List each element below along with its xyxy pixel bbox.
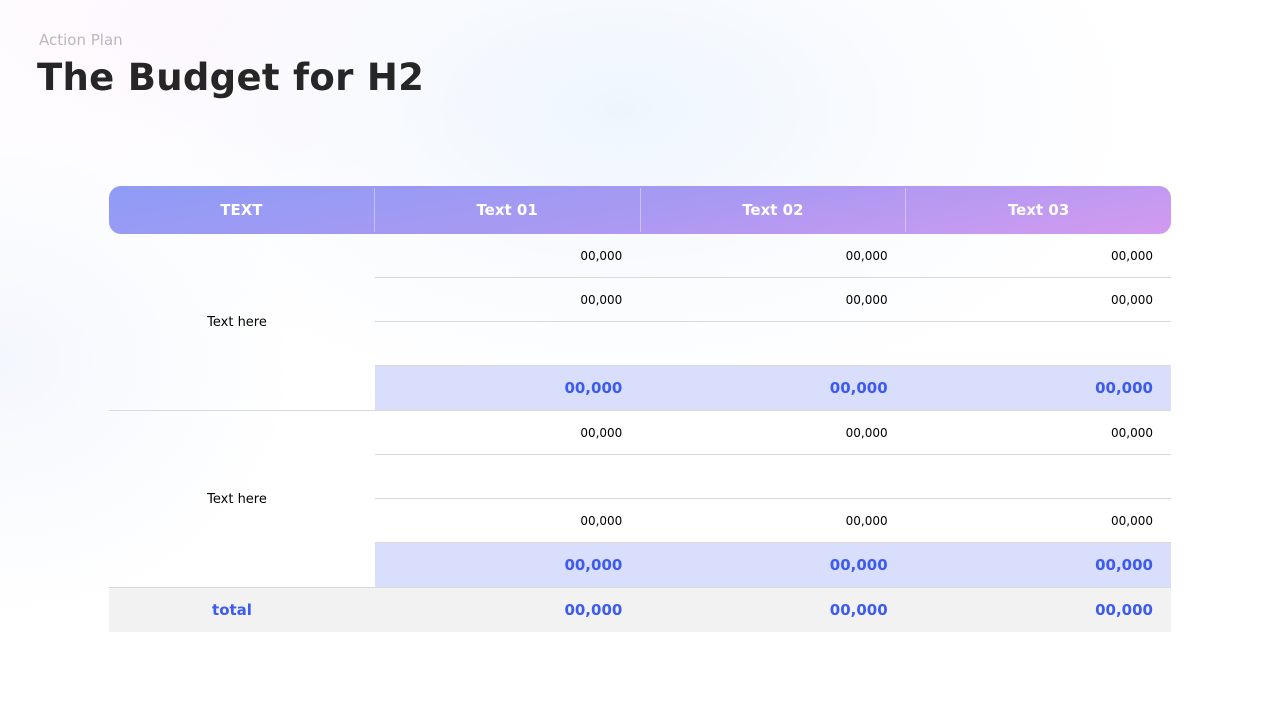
- subtotal-cell: 00,000: [829, 556, 888, 574]
- subtotal-row: 00,000 00,000 00,000: [375, 543, 1171, 587]
- table-cell: 00,000: [845, 513, 888, 528]
- table-row: [375, 455, 1171, 499]
- table-body: Text here 00,000 00,000 00,000 00,000 00,000 0…: [109, 234, 1171, 588]
- table-cell: [640, 322, 905, 365]
- subtotal-cell: 00,000: [564, 379, 623, 397]
- column-header: Text 01: [373, 188, 640, 232]
- column-header: Text 03: [905, 188, 1171, 232]
- table-row: 00,000 00,000 00,000: [375, 278, 1171, 322]
- row-group: Text here 00,000 00,000 00,000 00,000 00,000 0…: [109, 234, 1171, 411]
- table-row: 00,000 00,000 00,000: [375, 499, 1171, 543]
- slide-subtitle: Action Plan: [39, 31, 123, 49]
- table-cell: [906, 455, 1171, 498]
- table-cell: 00,000: [580, 292, 623, 307]
- table-cell: 00,000: [580, 513, 623, 528]
- table-cell: 00,000: [580, 425, 623, 440]
- group-rows: 00,000 00,000 00,000 00,000 00,000 00,000 00,0…: [375, 411, 1171, 587]
- table-cell: 00,000: [1110, 513, 1153, 528]
- subtotal-row: 00,000 00,000 00,000: [375, 366, 1171, 410]
- table-cell: [375, 322, 640, 365]
- total-label: total: [212, 601, 252, 619]
- group-rows: 00,000 00,000 00,000 00,000 00,000 00,000 00,0…: [375, 234, 1171, 410]
- slide-title: The Budget for H2: [37, 56, 425, 99]
- table-cell: 00,000: [1110, 292, 1153, 307]
- subtotal-cell: 00,000: [1095, 379, 1153, 397]
- table-row: 00,000 00,000 00,000: [375, 411, 1171, 455]
- table-cell: 00,000: [580, 248, 623, 263]
- budget-table: TEXT Text 01 Text 02 Text 03 Text here 00…: [109, 186, 1171, 632]
- total-cell: 00,000: [829, 601, 888, 619]
- row-group: Text here 00,000 00,000 00,000 00,000 00,000 0…: [109, 411, 1171, 588]
- table-header: TEXT Text 01 Text 02 Text 03: [109, 186, 1171, 234]
- table-cell: [640, 455, 905, 498]
- table-row: [375, 322, 1171, 366]
- table-cell: [906, 322, 1171, 365]
- table-row: 00,000 00,000 00,000: [375, 234, 1171, 278]
- table-cell: [375, 455, 640, 498]
- table-cell: 00,000: [845, 292, 888, 307]
- subtotal-cell: 00,000: [1095, 556, 1153, 574]
- column-header: Text 02: [639, 188, 906, 232]
- table-cell: 00,000: [845, 425, 888, 440]
- total-cell: 00,000: [1095, 601, 1153, 619]
- total-cell: 00,000: [564, 601, 623, 619]
- table-cell: 00,000: [1110, 425, 1153, 440]
- group-label: Text here: [207, 491, 267, 507]
- table-cell: 00,000: [1110, 248, 1153, 263]
- subtotal-cell: 00,000: [564, 556, 623, 574]
- subtotal-cell: 00,000: [829, 379, 888, 397]
- total-row: total 00,000 00,000 00,000: [109, 588, 1171, 632]
- table-cell: 00,000: [845, 248, 888, 263]
- group-label: Text here: [207, 314, 267, 330]
- column-header: TEXT: [220, 201, 263, 219]
